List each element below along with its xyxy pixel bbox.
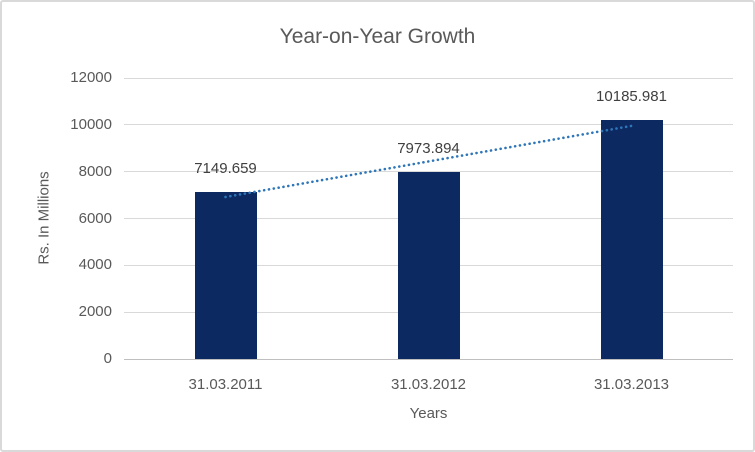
x-tick-label: 31.03.2013 bbox=[593, 376, 670, 393]
plot-area: 7149.659 7973.894 10185.981 bbox=[124, 77, 733, 360]
x-tick-label: 31.03.2011 bbox=[188, 376, 263, 393]
data-label: 7149.659 bbox=[194, 159, 257, 177]
x-tick-label: 31.03.2012 bbox=[390, 376, 467, 393]
bar bbox=[397, 172, 460, 359]
y-tick-label: 10000 bbox=[70, 115, 112, 133]
chart-title: Year-on-Year Growth bbox=[279, 25, 476, 48]
data-label: 10185.981 bbox=[596, 88, 667, 106]
x-axis-title: Years bbox=[409, 405, 448, 422]
y-tick-label: 0 bbox=[103, 350, 112, 367]
data-label: 7973.894 bbox=[397, 140, 460, 158]
gridline bbox=[124, 77, 733, 79]
y-tick-label: 6000 bbox=[78, 209, 112, 227]
bar bbox=[600, 120, 663, 359]
y-tick-label: 12000 bbox=[70, 69, 112, 86]
bar bbox=[194, 191, 257, 359]
y-tick-label: 4000 bbox=[78, 256, 112, 274]
y-tick-label: 8000 bbox=[78, 162, 112, 180]
y-tick-label: 2000 bbox=[78, 303, 112, 321]
